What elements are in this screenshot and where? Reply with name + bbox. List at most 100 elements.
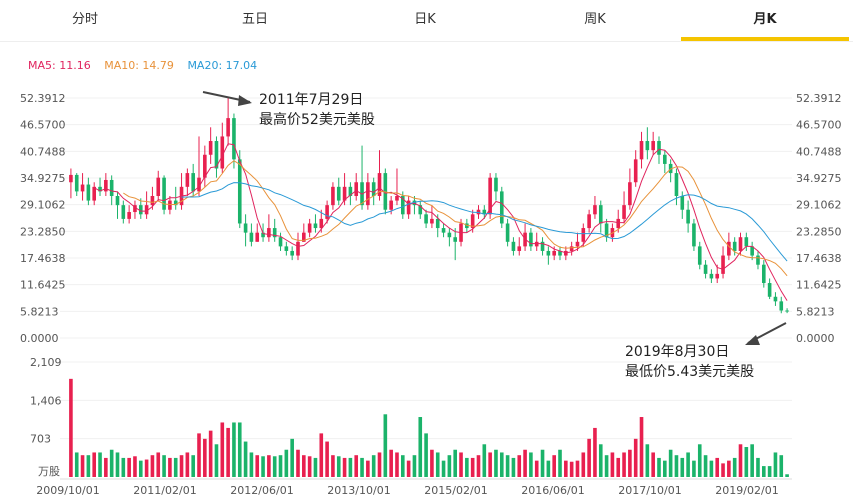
candle-body	[109, 179, 114, 196]
volume-bar	[465, 457, 469, 477]
candle-body	[645, 141, 650, 151]
x-tick-label: 2015/02/01	[424, 484, 487, 497]
volume-bar	[581, 452, 586, 477]
candle-body	[406, 200, 411, 215]
candle-body	[243, 223, 248, 233]
volume-bar	[307, 456, 312, 477]
volume-bar	[761, 466, 766, 477]
candle-body	[418, 205, 423, 215]
candle-body	[692, 223, 696, 247]
ma10-label: MA10: 14.79	[104, 59, 174, 72]
volume-bar	[74, 452, 79, 477]
volume-bar	[162, 455, 166, 477]
candle-body	[587, 214, 591, 229]
tab-five-day[interactable]: 五日	[241, 12, 268, 27]
price-tick-left: 17.4638	[20, 252, 66, 265]
volume-bar	[779, 455, 784, 477]
candle-body	[156, 177, 161, 196]
candle-body	[604, 223, 609, 238]
candle-body	[342, 186, 347, 201]
price-tick-left: 29.1062	[20, 199, 66, 212]
price-tick-left: 23.2850	[20, 225, 66, 238]
volume-bar	[360, 457, 364, 477]
ma20-label: MA20: 17.04	[187, 59, 258, 72]
volume-bar	[150, 455, 155, 477]
candle-body	[663, 154, 667, 164]
candle-body	[371, 182, 376, 196]
candle-body	[92, 186, 97, 201]
candle-body	[331, 186, 335, 206]
period-tabs: 分时 五日 日K 周K 月K	[0, 0, 853, 42]
price-tick-left: 46.5700	[20, 119, 66, 132]
volume-bar	[80, 455, 85, 477]
volume-bar	[756, 457, 760, 477]
candle-body	[267, 228, 271, 238]
volume-bar	[208, 430, 213, 477]
volume-bar	[406, 460, 411, 477]
candle-body	[540, 241, 545, 251]
volume-bar	[558, 449, 562, 477]
volume-bar	[197, 433, 201, 477]
volume-bar	[767, 466, 772, 477]
high-annotation-line2: 最高价52美元美股	[259, 111, 375, 128]
candle-body	[593, 205, 597, 215]
candle-body	[98, 186, 102, 192]
candle-body	[732, 241, 737, 251]
volume-bar	[267, 455, 271, 477]
volume-bar	[598, 444, 603, 477]
volume-bar	[686, 452, 690, 477]
volume-bar	[453, 449, 458, 477]
volume-bar	[377, 452, 382, 477]
chart-grid	[60, 97, 792, 480]
tab-daily-k[interactable]: 日K	[414, 12, 436, 27]
ma5-line	[93, 143, 788, 301]
candle-body	[505, 223, 510, 242]
volume-bar	[534, 460, 539, 477]
volume-tick: 2,109	[30, 356, 62, 369]
volume-bar	[639, 417, 644, 477]
volume-bar	[331, 455, 335, 477]
volume-bar	[709, 460, 714, 477]
volume-bar	[663, 460, 667, 477]
volume-bar	[540, 449, 545, 477]
candle-body	[569, 246, 574, 251]
candle-body	[750, 246, 754, 256]
volume-bar	[302, 455, 306, 477]
volume-bar	[593, 427, 597, 477]
candle-body	[657, 141, 661, 155]
price-tick-left: 0.0000	[20, 332, 59, 345]
volume-bar	[121, 457, 126, 477]
candle-body	[779, 301, 784, 311]
candle-body	[674, 173, 679, 196]
price-tick-right: 5.8213	[796, 305, 835, 318]
candle-body	[721, 255, 725, 274]
tab-weekly-k[interactable]: 周K	[584, 12, 606, 27]
volume-bar	[92, 452, 97, 477]
candle-body	[220, 136, 225, 169]
volume-bar	[569, 461, 574, 477]
volume-bar	[511, 457, 516, 477]
tab-intraday[interactable]: 分时	[71, 12, 98, 27]
candle-body	[517, 246, 522, 251]
volume-bar	[674, 455, 679, 477]
candle-body	[773, 296, 778, 302]
candle-body	[74, 174, 79, 192]
candle-body	[348, 186, 353, 196]
volume-bar	[418, 417, 423, 477]
candle-body	[162, 177, 166, 210]
volume-bar	[237, 422, 242, 477]
volume-bar	[255, 455, 260, 477]
volume-bar	[447, 455, 452, 477]
candles	[69, 97, 789, 314]
candle-body	[249, 232, 254, 242]
tab-monthly-k[interactable]: 月K	[753, 12, 777, 27]
volume-bar	[383, 414, 388, 477]
volume-bar	[342, 457, 347, 477]
candle-body	[138, 205, 143, 215]
volume-bar	[168, 457, 172, 477]
price-tick-left: 52.3912	[20, 92, 66, 105]
low-annotation-line1: 2019年8月30日	[625, 344, 729, 360]
volume-bar	[459, 452, 463, 477]
candle-body	[715, 273, 720, 279]
price-tick-left: 34.9275	[20, 172, 66, 185]
